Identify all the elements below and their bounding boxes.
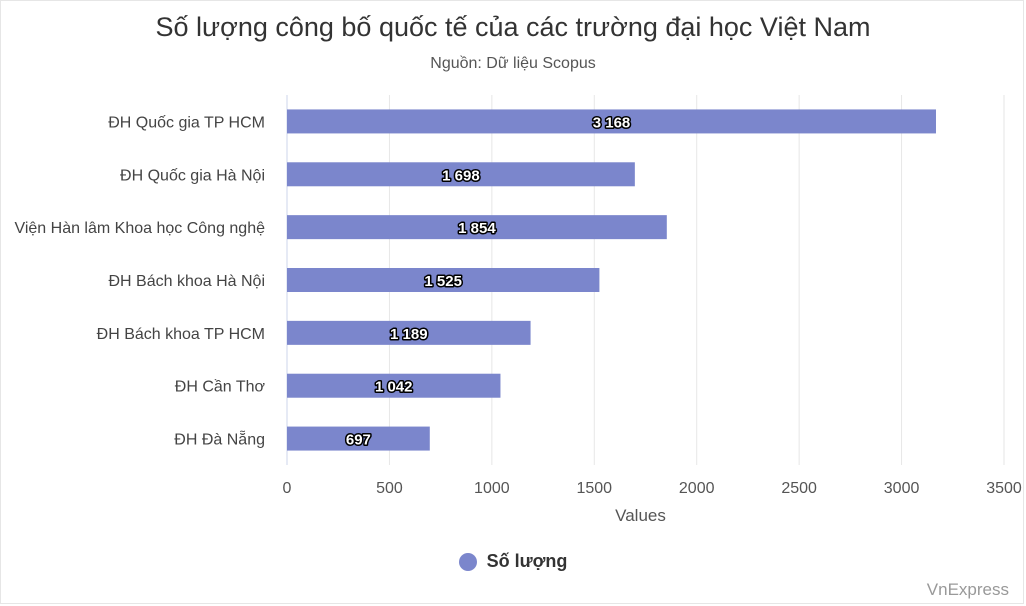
data-labels: 3 168 1 698 1 854 1 525 1 189 1 042 697: [344, 113, 631, 450]
bar[interactable]: [287, 162, 635, 187]
category-label: Viện Hàn lâm Khoa học Công nghệ: [14, 220, 265, 237]
category-label: ĐH Bách khoa Hà Nội: [108, 273, 265, 290]
x-tick-label: 3000: [884, 480, 920, 497]
data-label: 1 189: [390, 326, 428, 343]
x-tick-label: 1500: [576, 480, 612, 497]
x-tick-label: 2500: [781, 480, 817, 497]
chart-title: Số lượng công bố quốc tế của các trường …: [155, 12, 871, 42]
category-label: ĐH Bách khoa TP HCM: [97, 326, 265, 343]
legend-marker-icon: [458, 552, 477, 571]
data-label: 1 698: [442, 167, 480, 184]
bar[interactable]: [287, 215, 667, 240]
x-axis-title: Values: [615, 506, 666, 525]
bar[interactable]: [287, 109, 936, 134]
category-label: ĐH Quốc gia TP HCM: [108, 114, 265, 131]
bar[interactable]: [287, 426, 430, 451]
legend-label: Số lượng: [486, 551, 568, 571]
x-tick-label: 1000: [474, 480, 510, 497]
bar[interactable]: [287, 268, 600, 292]
data-label: 1 854: [458, 220, 496, 237]
x-tick-label: 3500: [986, 480, 1022, 497]
credit-text: VnExpress: [926, 580, 1009, 599]
tick-labels: 0 500 1000 1500 2000 2500 3000 3500: [283, 480, 1022, 497]
category-labels: ĐH Quốc gia TP HCM ĐH Quốc gia Hà Nội Viện…: [14, 114, 265, 448]
data-label: 1 525: [424, 273, 462, 290]
category-label: ĐH Quốc gia Hà Nội: [120, 167, 265, 184]
bar[interactable]: [287, 373, 501, 398]
data-label: 1 042: [375, 379, 413, 396]
x-tick-label: 0: [283, 480, 292, 497]
bars: [287, 109, 936, 451]
category-label: ĐH Đà Nẵng: [174, 430, 265, 449]
legend[interactable]: Số lượng: [0, 551, 1026, 572]
chart-subtitle: Nguồn: Dữ liệu Scopus: [430, 55, 596, 72]
category-label: ĐH Cần Thơ: [175, 379, 266, 396]
x-tick-label: 2000: [679, 480, 715, 497]
bar[interactable]: [287, 320, 531, 345]
x-tick-label: 500: [376, 480, 403, 497]
data-label: 3 168: [593, 114, 631, 131]
data-label: 697: [346, 432, 371, 449]
